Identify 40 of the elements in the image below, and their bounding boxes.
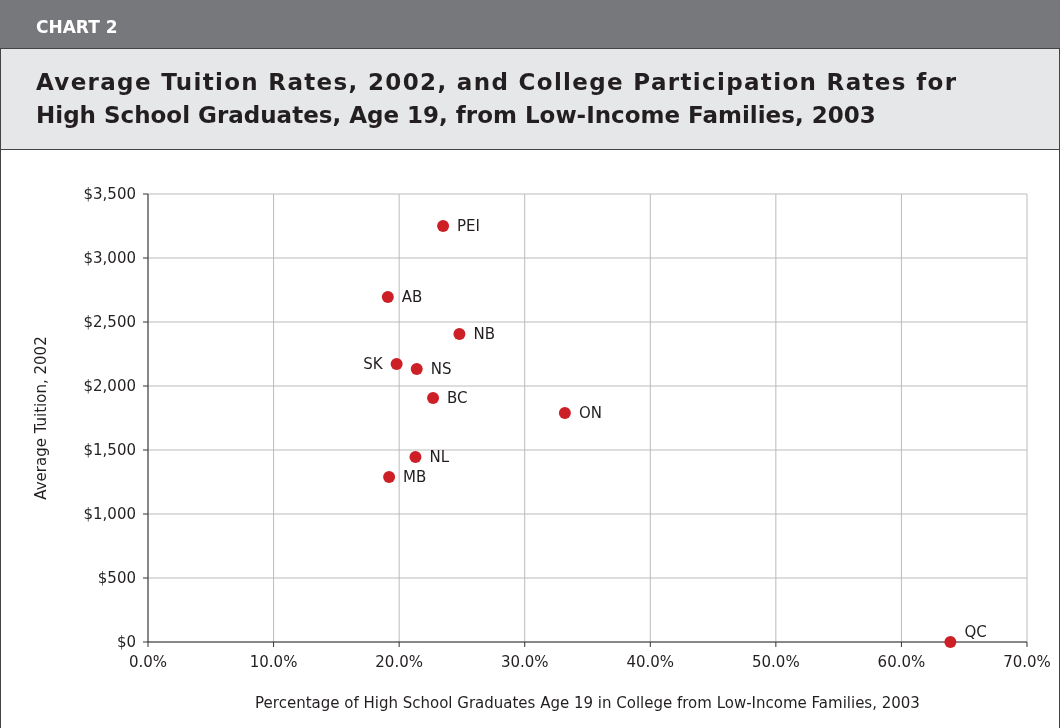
annotation: MB bbox=[403, 468, 427, 487]
y-tick-label: $3,500 bbox=[83, 185, 136, 204]
point bbox=[453, 328, 466, 341]
annotation: BC bbox=[447, 389, 468, 408]
annotation: PEI bbox=[457, 217, 481, 236]
point bbox=[383, 471, 396, 484]
point bbox=[410, 362, 423, 375]
point bbox=[558, 407, 571, 420]
x-tick-label: 10.0% bbox=[249, 653, 298, 671]
annotation: ON bbox=[578, 404, 602, 423]
x-tick-label: 60.0% bbox=[877, 653, 926, 671]
point bbox=[427, 392, 440, 405]
y-tick-label: $2,000 bbox=[83, 377, 136, 396]
y-tick-label: $500 bbox=[97, 569, 136, 588]
annotation: NB bbox=[473, 325, 495, 344]
annotation: NL bbox=[429, 448, 450, 467]
y-axis-title: Average Tuition, 2002 bbox=[32, 336, 50, 500]
annotation: QC bbox=[964, 623, 987, 642]
y-tick-label: $2,500 bbox=[83, 313, 136, 332]
point bbox=[390, 357, 403, 370]
point bbox=[944, 636, 957, 648]
annotation: SK bbox=[363, 355, 384, 374]
point bbox=[381, 291, 394, 304]
x-tick-label: 50.0% bbox=[752, 653, 800, 671]
x-tick-label: 30.0% bbox=[500, 653, 549, 671]
x-tick-label: 0.0% bbox=[128, 653, 168, 671]
annotation: AB bbox=[401, 288, 423, 307]
y-tick-label: $0 bbox=[116, 633, 136, 652]
chart-title: Average Tuition Rates, 2002, and College Participation Rates for High School Graduates, Age 19, from Low-Income Families, 2003 bbox=[36, 69, 957, 128]
caption: CHART 2 bbox=[36, 17, 118, 37]
point bbox=[437, 220, 450, 232]
annotation: NS bbox=[430, 360, 452, 379]
x-tick-label: 70.0% bbox=[1003, 653, 1051, 671]
point bbox=[409, 451, 422, 464]
y-tick-label: $3,000 bbox=[83, 249, 136, 268]
x-tick-label: 40.0% bbox=[626, 653, 675, 671]
x-axis-title: Percentage of High School Graduates Age 19 in College from Low-Income Families, 2003 bbox=[255, 694, 920, 712]
x-tick-label: 20.0% bbox=[375, 653, 423, 671]
y-tick-label: $1,500 bbox=[83, 441, 136, 460]
y-tick-label: $1,000 bbox=[83, 505, 136, 524]
